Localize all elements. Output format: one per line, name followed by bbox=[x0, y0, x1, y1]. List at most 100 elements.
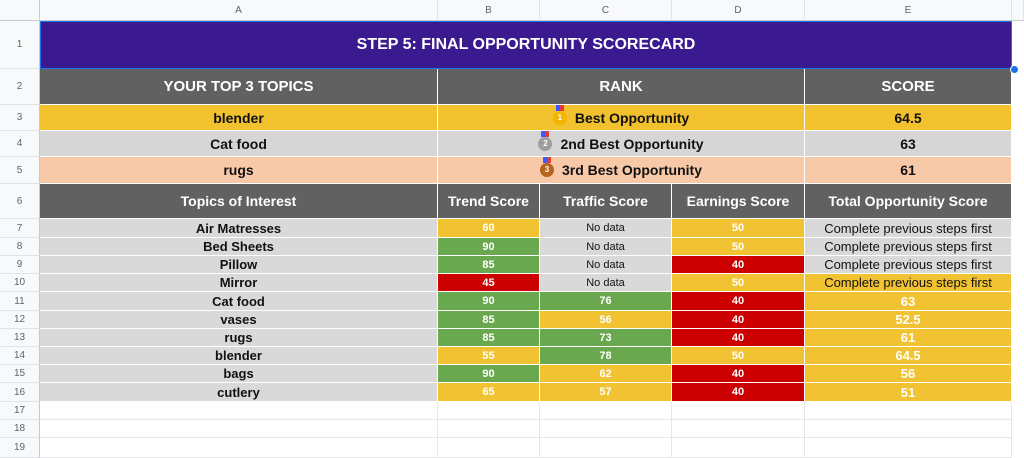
select-all-corner[interactable] bbox=[0, 0, 40, 21]
topic-cell[interactable]: Bed Sheets bbox=[40, 238, 438, 256]
column-header-c[interactable]: C bbox=[540, 0, 672, 21]
empty-cell[interactable] bbox=[540, 420, 672, 438]
empty-cell[interactable] bbox=[438, 438, 540, 458]
top-topic-cell[interactable]: Cat food bbox=[40, 131, 438, 157]
score-header[interactable]: SCORE bbox=[805, 69, 1012, 105]
traffic-score-cell[interactable]: 73 bbox=[540, 329, 672, 347]
empty-cell[interactable] bbox=[40, 420, 438, 438]
row-header-3[interactable]: 3 bbox=[0, 105, 40, 131]
column-header-a[interactable]: A bbox=[40, 0, 438, 21]
empty-cell[interactable] bbox=[540, 438, 672, 458]
row-header-17[interactable]: 17 bbox=[0, 402, 40, 420]
column-header-d[interactable]: D bbox=[672, 0, 805, 21]
empty-cell[interactable] bbox=[438, 402, 540, 420]
topic-cell[interactable]: cutlery bbox=[40, 383, 438, 402]
traffic-score-cell[interactable]: No data bbox=[540, 238, 672, 256]
scorecard-title[interactable]: STEP 5: FINAL OPPORTUNITY SCORECARD bbox=[40, 21, 1012, 69]
total-score-cell[interactable]: 51 bbox=[805, 383, 1012, 402]
topic-cell[interactable]: Pillow bbox=[40, 256, 438, 274]
total-score-cell[interactable]: Complete previous steps first bbox=[805, 238, 1012, 256]
row-header-13[interactable]: 13 bbox=[0, 329, 40, 347]
earnings-score-cell[interactable]: 50 bbox=[672, 347, 805, 365]
earnings-score-cell[interactable]: 40 bbox=[672, 383, 805, 402]
empty-cell[interactable] bbox=[805, 402, 1012, 420]
topic-cell[interactable]: bags bbox=[40, 365, 438, 383]
earnings-score-cell[interactable]: 40 bbox=[672, 365, 805, 383]
row-header-7[interactable]: 7 bbox=[0, 219, 40, 238]
total-score-cell[interactable]: 64.5 bbox=[805, 347, 1012, 365]
rank-cell[interactable]: 2 2nd Best Opportunity bbox=[438, 131, 805, 157]
row-header-10[interactable]: 10 bbox=[0, 274, 40, 292]
traffic-score-cell[interactable]: 56 bbox=[540, 311, 672, 329]
row-header-19[interactable]: 19 bbox=[0, 438, 40, 458]
empty-cell[interactable] bbox=[40, 438, 438, 458]
trend-score-cell[interactable]: 90 bbox=[438, 238, 540, 256]
top-topics-header[interactable]: YOUR TOP 3 TOPICS bbox=[40, 69, 438, 105]
traffic-score-cell[interactable]: 76 bbox=[540, 292, 672, 311]
row-header-18[interactable]: 18 bbox=[0, 420, 40, 438]
earnings-score-cell[interactable]: 40 bbox=[672, 311, 805, 329]
empty-cell[interactable] bbox=[540, 402, 672, 420]
row-header-14[interactable]: 14 bbox=[0, 347, 40, 365]
row-header-6[interactable]: 6 bbox=[0, 184, 40, 219]
empty-cell[interactable] bbox=[672, 420, 805, 438]
earnings-score-cell[interactable]: 50 bbox=[672, 274, 805, 292]
traffic-score-cell[interactable]: No data bbox=[540, 256, 672, 274]
traffic-score-cell[interactable]: No data bbox=[540, 274, 672, 292]
row-header-8[interactable]: 8 bbox=[0, 238, 40, 256]
earnings-score-cell[interactable]: 40 bbox=[672, 256, 805, 274]
topic-cell[interactable]: blender bbox=[40, 347, 438, 365]
trend-score-cell[interactable]: 55 bbox=[438, 347, 540, 365]
row-header-5[interactable]: 5 bbox=[0, 157, 40, 184]
trend-score-cell[interactable]: 90 bbox=[438, 365, 540, 383]
topic-cell[interactable]: Mirror bbox=[40, 274, 438, 292]
empty-cell[interactable] bbox=[805, 438, 1012, 458]
traffic-score-cell[interactable]: 62 bbox=[540, 365, 672, 383]
topic-cell[interactable]: Cat food bbox=[40, 292, 438, 311]
traffic-score-cell[interactable]: 57 bbox=[540, 383, 672, 402]
earnings-score-header[interactable]: Earnings Score bbox=[672, 184, 805, 219]
top-score-cell[interactable]: 63 bbox=[805, 131, 1012, 157]
earnings-score-cell[interactable]: 50 bbox=[672, 238, 805, 256]
top-score-cell[interactable]: 64.5 bbox=[805, 105, 1012, 131]
topic-cell[interactable]: Air Matresses bbox=[40, 219, 438, 238]
traffic-score-cell[interactable]: 78 bbox=[540, 347, 672, 365]
trend-score-cell[interactable]: 65 bbox=[438, 383, 540, 402]
column-header-b[interactable]: B bbox=[438, 0, 540, 21]
row-header-9[interactable]: 9 bbox=[0, 256, 40, 274]
total-score-cell[interactable]: Complete previous steps first bbox=[805, 256, 1012, 274]
rank-cell[interactable]: 3 3rd Best Opportunity bbox=[438, 157, 805, 184]
rank-cell[interactable]: 1 Best Opportunity bbox=[438, 105, 805, 131]
trend-score-cell[interactable]: 85 bbox=[438, 311, 540, 329]
row-header-2[interactable]: 2 bbox=[0, 69, 40, 105]
empty-cell[interactable] bbox=[438, 420, 540, 438]
empty-cell[interactable] bbox=[672, 402, 805, 420]
total-score-cell[interactable]: Complete previous steps first bbox=[805, 274, 1012, 292]
earnings-score-cell[interactable]: 40 bbox=[672, 292, 805, 311]
empty-cell[interactable] bbox=[672, 438, 805, 458]
topic-cell[interactable]: rugs bbox=[40, 329, 438, 347]
trend-score-cell[interactable]: 60 bbox=[438, 219, 540, 238]
rank-header[interactable]: RANK bbox=[438, 69, 805, 105]
earnings-score-cell[interactable]: 40 bbox=[672, 329, 805, 347]
total-score-cell[interactable]: 52.5 bbox=[805, 311, 1012, 329]
top-score-cell[interactable]: 61 bbox=[805, 157, 1012, 184]
row-header-4[interactable]: 4 bbox=[0, 131, 40, 157]
column-header-e[interactable]: E bbox=[805, 0, 1012, 21]
total-score-cell[interactable]: 61 bbox=[805, 329, 1012, 347]
row-header-16[interactable]: 16 bbox=[0, 383, 40, 402]
row-header-1[interactable]: 1 bbox=[0, 21, 40, 69]
trend-score-cell[interactable]: 90 bbox=[438, 292, 540, 311]
total-score-cell[interactable]: 63 bbox=[805, 292, 1012, 311]
trend-score-cell[interactable]: 85 bbox=[438, 256, 540, 274]
row-header-15[interactable]: 15 bbox=[0, 365, 40, 383]
earnings-score-cell[interactable]: 50 bbox=[672, 219, 805, 238]
traffic-score-cell[interactable]: No data bbox=[540, 219, 672, 238]
selection-fill-handle[interactable] bbox=[1010, 65, 1019, 74]
topic-cell[interactable]: vases bbox=[40, 311, 438, 329]
empty-cell[interactable] bbox=[40, 402, 438, 420]
top-topic-cell[interactable]: blender bbox=[40, 105, 438, 131]
trend-score-header[interactable]: Trend Score bbox=[438, 184, 540, 219]
total-score-header[interactable]: Total Opportunity Score bbox=[805, 184, 1012, 219]
row-header-12[interactable]: 12 bbox=[0, 311, 40, 329]
